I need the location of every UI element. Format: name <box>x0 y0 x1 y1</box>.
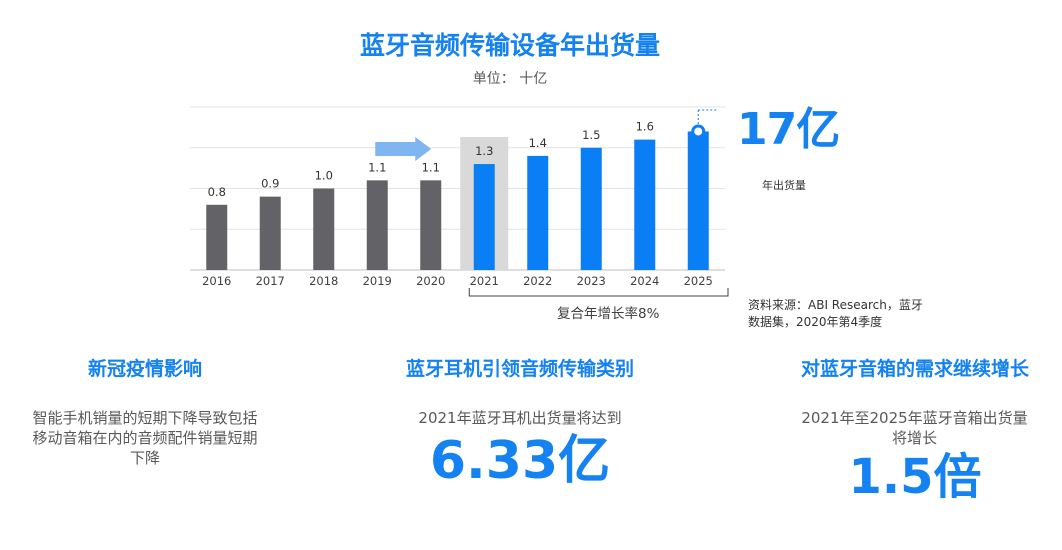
data-label-2019: 1.1 <box>368 160 386 174</box>
tick-label-2025: 2025 <box>684 274 713 288</box>
data-label-2023: 1.5 <box>582 128 600 142</box>
data-label-2017: 0.9 <box>261 177 279 191</box>
tick-label-2021: 2021 <box>470 274 499 288</box>
panel-body: 智能手机销量的短期下降导致包括移动音箱在内的音频配件销量短期下降 <box>32 409 258 467</box>
tick-label-2016: 2016 <box>202 274 231 288</box>
data-label-2021: 1.3 <box>475 144 493 158</box>
data-label-2024: 1.6 <box>636 120 654 134</box>
panel-body: 2021年蓝牙耳机出货量将达到 <box>418 409 622 427</box>
bar-2019 <box>366 180 388 270</box>
bar-2022 <box>527 155 549 270</box>
bar-2025 <box>687 131 709 270</box>
bar-2020 <box>420 180 442 270</box>
panel-covid: 新冠疫情影响 智能手机销量的短期下降导致包括移动音箱在内的音频配件销量短期下降 <box>25 354 265 468</box>
tick-label-2018: 2018 <box>309 274 338 288</box>
source-note: 资料来源：ABI Research，蓝牙数据集，2020年第4季度 <box>748 298 923 329</box>
data-label-2022: 1.4 <box>529 136 547 150</box>
panel-heading: 蓝牙耳机引领音频传输类别 <box>405 358 634 380</box>
data-label-2020: 1.1 <box>422 160 440 174</box>
tick-label-2022: 2022 <box>523 274 552 288</box>
tick-label-2019: 2019 <box>363 274 392 288</box>
data-label-2018: 1.0 <box>315 169 333 183</box>
panel-body: 2021年至2025年蓝牙音箱出货量将增长 <box>801 409 1028 447</box>
tick-label-2020: 2020 <box>416 274 445 288</box>
unit-label: 单位： 十亿 <box>472 71 548 87</box>
tick-label-2024: 2024 <box>630 274 659 288</box>
panel-heading: 新冠疫情影响 <box>87 358 202 380</box>
bar-chart: 0.8 0.9 1.0 1.1 1.1 1.3 1.4 1.5 1.6 2016 2017 2018… <box>190 106 729 297</box>
panel-big-number: 1.5倍 <box>848 449 982 505</box>
chart-title: 蓝牙音频传输设备年出货量 <box>359 31 660 60</box>
trend-arrow <box>375 137 432 161</box>
callout-value: 17亿 <box>737 104 840 155</box>
bar-2023 <box>580 147 602 270</box>
bar-2021 <box>473 164 495 270</box>
tick-label-2017: 2017 <box>256 274 285 288</box>
bar-2018 <box>313 188 335 270</box>
callout-caption: 年出货量 <box>762 179 806 192</box>
panel-speakers: 对蓝牙音箱的需求继续增长 2021年至2025年蓝牙音箱出货量将增长 1.5倍 <box>775 354 1055 501</box>
panel-headphones: 蓝牙耳机引领音频传输类别 2021年蓝牙耳机出货量将达到 6.33亿 <box>385 354 655 487</box>
bar-2017 <box>259 196 281 270</box>
data-label-2016: 0.8 <box>208 185 226 199</box>
panel-big-number: 6.33亿 <box>429 431 611 491</box>
cagr-bracket <box>468 288 729 297</box>
callout-marker <box>691 124 706 139</box>
tick-label-2023: 2023 <box>577 274 606 288</box>
cagr-label: 复合年增长率8% <box>557 306 660 322</box>
panel-heading: 对蓝牙音箱的需求继续增长 <box>800 358 1029 380</box>
bar-2024 <box>634 139 656 270</box>
bar-2016 <box>206 204 228 270</box>
